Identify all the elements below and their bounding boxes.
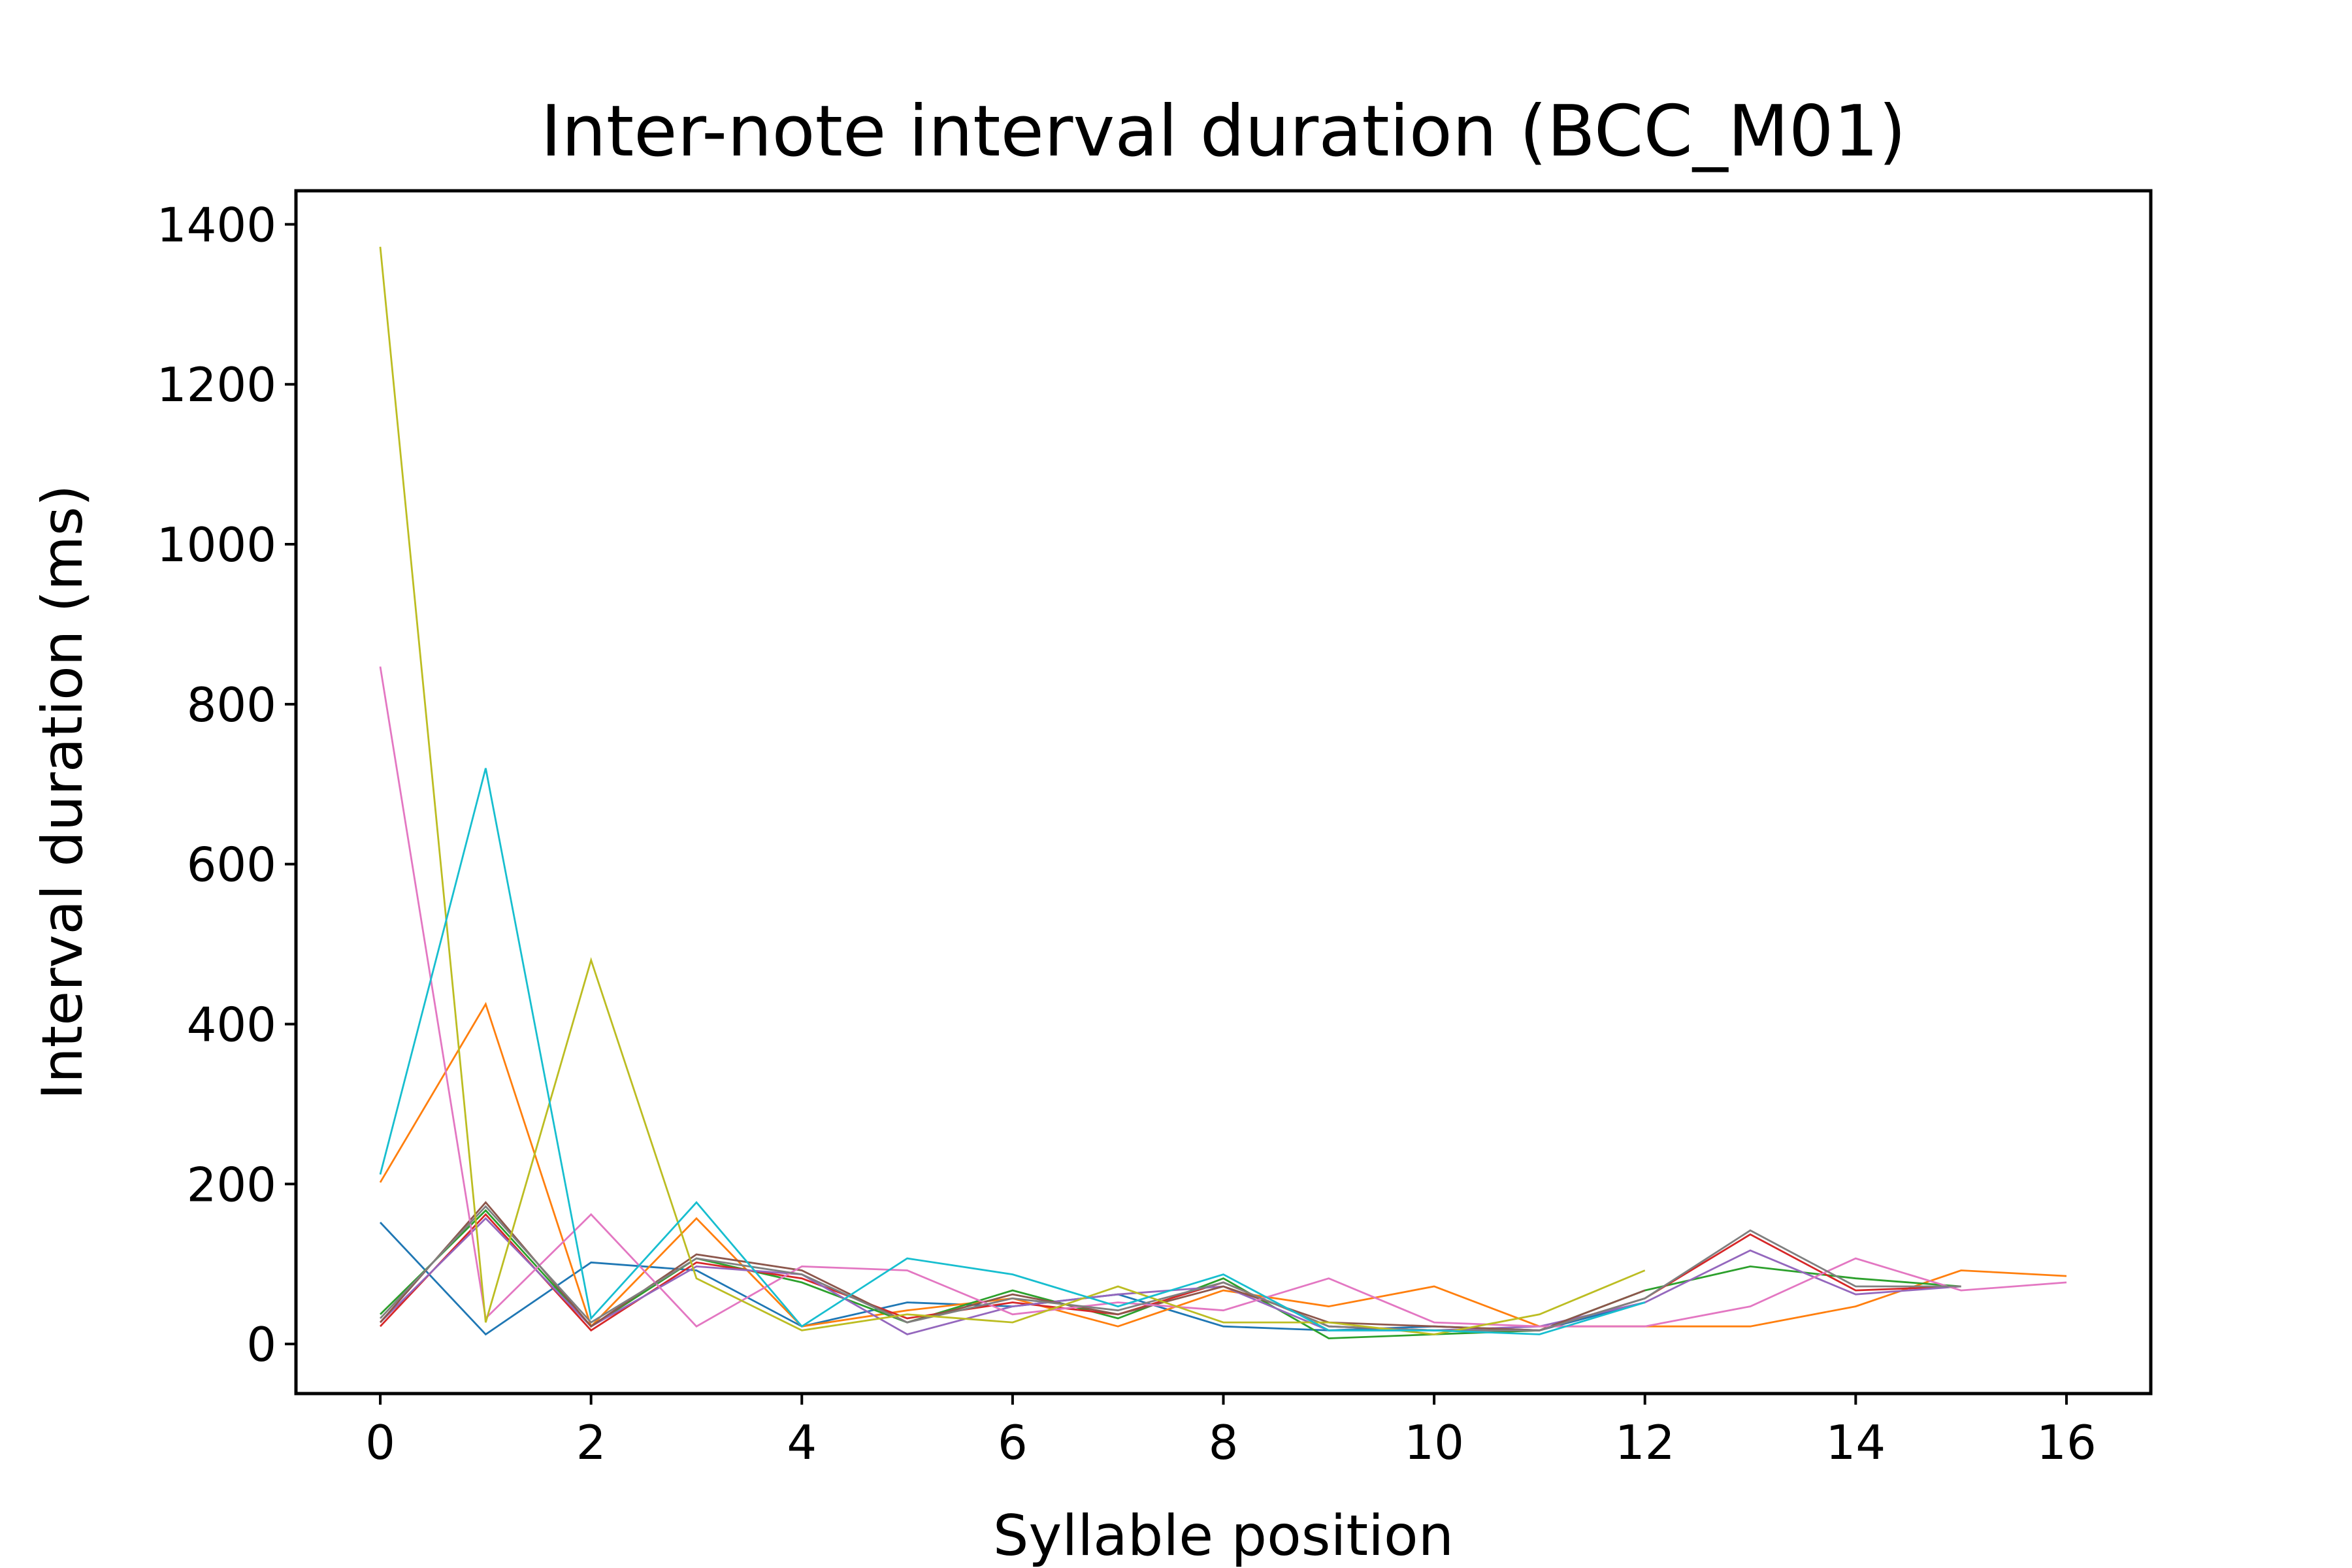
series-line-2: [379, 1002, 2067, 1328]
series-line-6: [379, 1201, 1646, 1331]
y-tick-label: 600: [187, 838, 276, 892]
x-tick-label: 0: [365, 1415, 395, 1470]
x-tick-label: 6: [998, 1415, 1028, 1470]
y-tick-label: 800: [187, 678, 276, 732]
y-axis-label: Interval duration (ms): [30, 485, 95, 1100]
y-tick-label: 1200: [157, 357, 276, 412]
y-tick-label: 1000: [157, 517, 276, 572]
x-tick-label: 8: [1209, 1415, 1239, 1470]
chart-title: Inter-note interval duration (BCC_M01): [541, 91, 1906, 172]
x-tick-label: 2: [576, 1415, 606, 1470]
series-line-7: [379, 666, 2067, 1328]
x-tick-label: 10: [1404, 1415, 1464, 1470]
series-line-9: [379, 246, 1646, 1335]
series-line-10: [379, 768, 1646, 1335]
plot-frame: [294, 189, 2153, 1396]
y-tick-label: 200: [187, 1157, 276, 1212]
series-line-1: [379, 1222, 1646, 1336]
x-tick-label: 4: [787, 1415, 817, 1470]
x-axis-label: Syllable position: [993, 1503, 1454, 1568]
series-line-3: [380, 1209, 1961, 1339]
y-tick-label: 0: [246, 1317, 276, 1372]
series-line-8: [379, 1205, 1961, 1331]
series-group: [379, 246, 2067, 1339]
y-tick-label: 400: [187, 997, 276, 1052]
x-tick-label: 16: [2036, 1415, 2097, 1470]
x-tick-label: 14: [1826, 1415, 1886, 1470]
y-tick-label: 1400: [157, 197, 276, 252]
ticks-group: 0 2 4 6 8 10 12 14 16 0 200 400 600 800 1000 1200 1400: [157, 197, 2097, 1470]
x-tick-label: 12: [1615, 1415, 1675, 1470]
series-line-5: [380, 1217, 1961, 1335]
